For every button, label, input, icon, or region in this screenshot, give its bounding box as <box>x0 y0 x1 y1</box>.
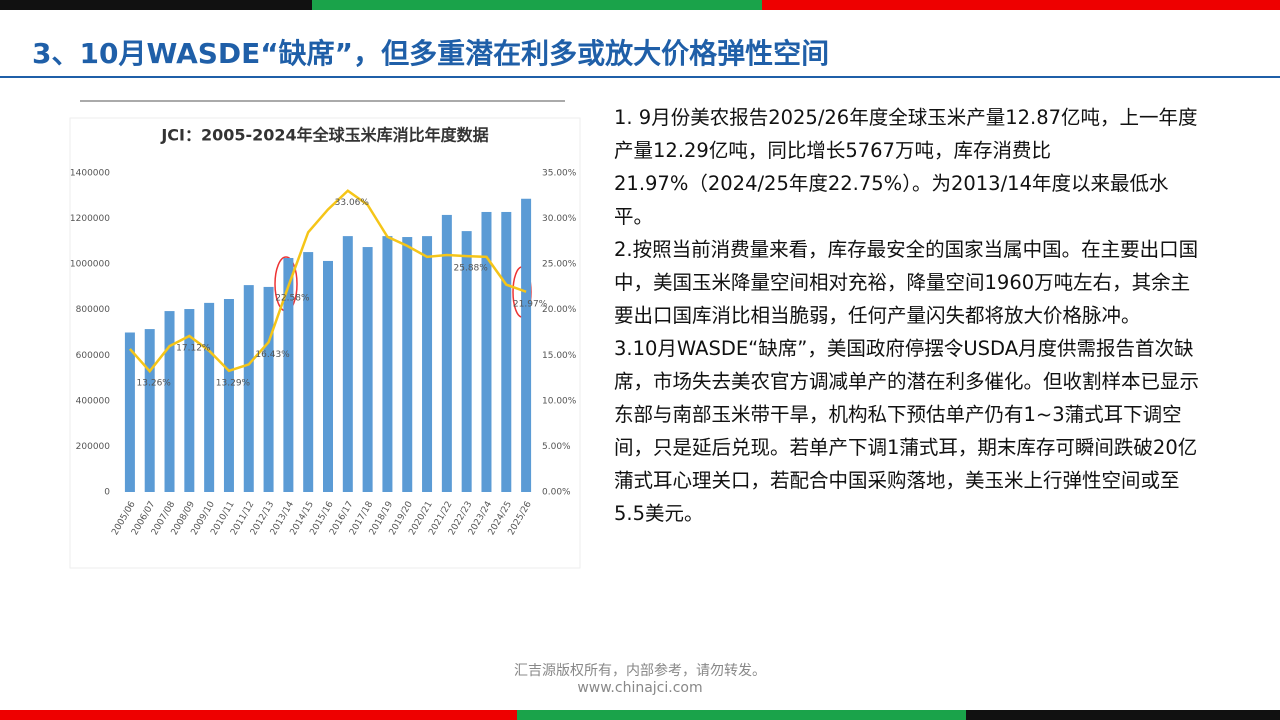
value-label: 17.12% <box>176 343 211 353</box>
y-tick-label: 600000 <box>76 351 111 361</box>
y-tick-label: 0 <box>104 488 110 498</box>
bar <box>243 285 254 492</box>
bar <box>342 236 353 492</box>
chart-title: JCI：2005-2024年全球玉米库消比年度数据 <box>160 126 488 145</box>
bar <box>521 198 532 492</box>
paragraph: 3.10月WASDE“缺席”，美国政府停摆令USDA月度供需报告首次缺席，市场失… <box>614 337 1200 525</box>
value-label: 33.06% <box>335 198 370 208</box>
paragraph: 2.按照当前消费量来看，库存最安全的国家当属中国。在主要出口国中，美国玉米降量空… <box>614 238 1199 327</box>
y-tick-label: 1400000 <box>70 169 110 179</box>
frame <box>69 117 581 569</box>
stripe <box>0 710 517 720</box>
y-tick-label: 400000 <box>76 396 111 406</box>
paragraph: 1. 9月份美农报告2025/26年度全球玉米产量12.87亿吨，上一年度产量1… <box>614 106 1198 228</box>
value-label: 16.43% <box>255 350 290 360</box>
value-label: 22.58% <box>275 294 310 304</box>
y-tick-label: 800000 <box>76 305 111 315</box>
bar <box>501 211 512 493</box>
bar <box>461 231 472 492</box>
y-tick-label: 200000 <box>76 442 111 452</box>
bar <box>124 332 135 492</box>
value-label: 25.88% <box>454 264 489 274</box>
bar <box>303 252 314 492</box>
bar <box>422 236 433 492</box>
y-tick-label: 1200000 <box>70 214 110 224</box>
bar <box>204 302 215 492</box>
chart: JCI：2005-2024年全球玉米库消比年度数据 0 200000 400000 6… <box>69 100 581 569</box>
bar <box>263 286 274 492</box>
y2-tick-label: 10.00% <box>542 396 577 406</box>
bar <box>144 329 155 492</box>
bar <box>323 260 333 492</box>
stripe <box>0 0 312 10</box>
stripe <box>762 0 1280 10</box>
stripe <box>312 0 762 10</box>
bar <box>283 257 294 492</box>
y-tick-label: 1000000 <box>70 260 110 270</box>
title-rule <box>0 76 1280 78</box>
bar <box>441 214 452 492</box>
value-label: 21.97% <box>513 299 548 309</box>
y2-tick-label: 30.00% <box>542 214 577 224</box>
footer-note: 汇吉源版权所有，内部参考，请勿转发。 <box>514 663 766 679</box>
stripe <box>966 710 1280 720</box>
y2-tick-label: 5.00% <box>542 442 571 452</box>
footer-url: www.chinajci.com <box>577 680 703 696</box>
bar <box>481 211 492 493</box>
y2-tick-label: 20.00% <box>542 305 577 315</box>
y2-tick-label: 35.00% <box>542 169 577 179</box>
y2-tick-label: 25.00% <box>542 260 577 270</box>
body-text: 1. 9月份美农报告2025/26年度全球玉米产量12.87亿吨，上一年度产量1… <box>614 101 1202 530</box>
bar <box>362 247 373 492</box>
bar <box>402 237 413 492</box>
bar <box>184 309 195 492</box>
bar <box>223 299 234 492</box>
stripe <box>517 710 966 720</box>
bar <box>382 236 393 492</box>
line <box>128 189 527 374</box>
y2-tick-label: 15.00% <box>542 351 577 361</box>
value-label: 13.26% <box>137 379 172 389</box>
value-label: 13.29% <box>216 378 251 388</box>
bar <box>164 311 175 492</box>
slide-title: 3、10月WASDE“缺席”，但多重潜在利多或放大价格弹性空间 <box>32 37 830 70</box>
y2-tick-label: 0.00% <box>542 488 571 498</box>
